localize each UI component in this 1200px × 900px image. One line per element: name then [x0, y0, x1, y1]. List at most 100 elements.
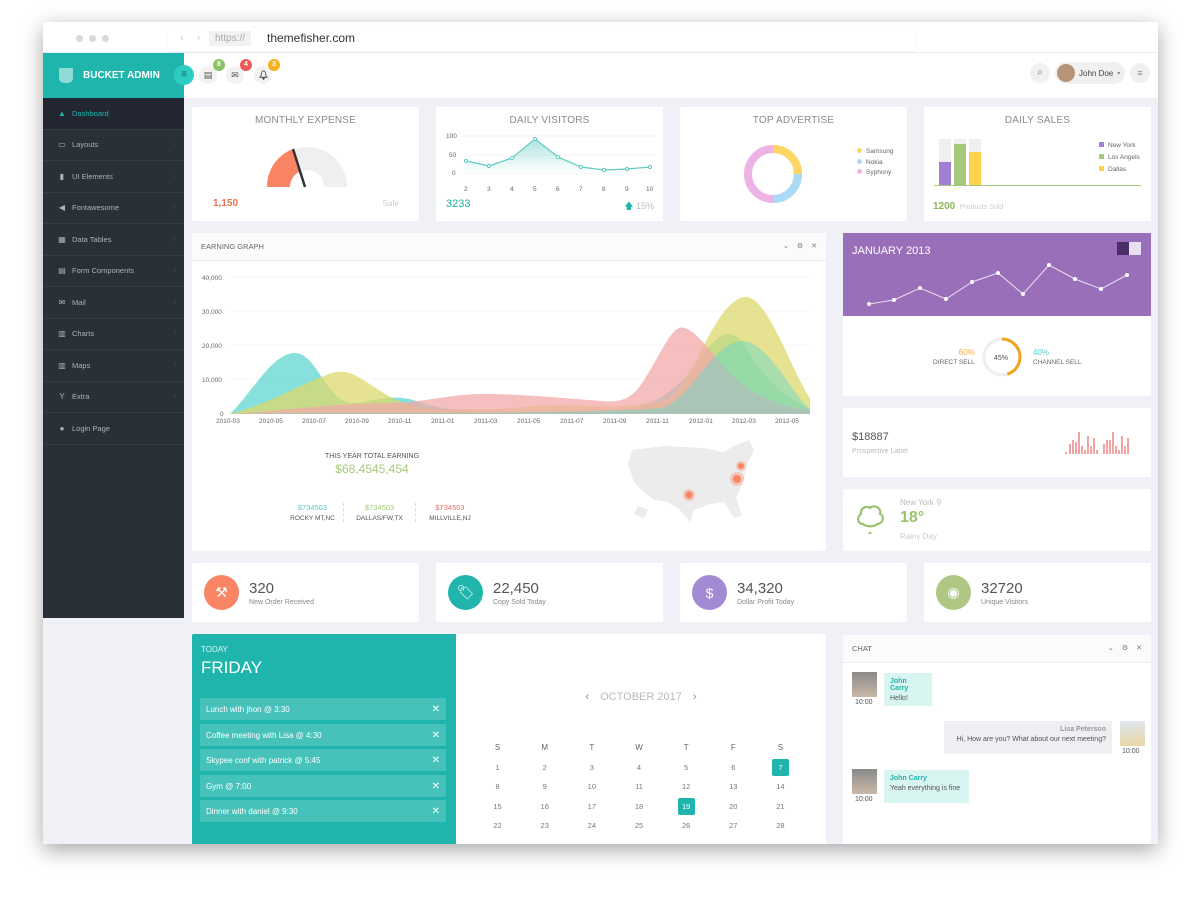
- calendar-day[interactable]: 27: [729, 821, 738, 831]
- usa-map[interactable]: [624, 438, 764, 528]
- calendar-day[interactable]: 25: [634, 821, 644, 831]
- calendar-day[interactable]: 6: [731, 762, 736, 772]
- remove-icon[interactable]: ✕: [431, 729, 440, 741]
- collapse-icon[interactable]: ⌄: [1107, 645, 1114, 652]
- panel-title: CHAT: [852, 644, 872, 653]
- brand[interactable]: BUCKET ADMIN: [43, 53, 184, 98]
- chart-type-switch[interactable]: [1117, 242, 1141, 255]
- svg-text:6: 6: [556, 186, 560, 193]
- calendar-day[interactable]: 3: [589, 762, 594, 772]
- calendar-day[interactable]: 21: [776, 801, 785, 811]
- bar-chart-icon[interactable]: [1129, 242, 1141, 255]
- stat-card-profit: $34,320 Dollar Profit Today: [680, 563, 907, 622]
- calendar-day[interactable]: 17: [587, 801, 597, 811]
- mail-button[interactable]: ✉ 4: [226, 59, 252, 84]
- svg-text:2011-03: 2011-03: [474, 418, 498, 425]
- envelope-icon: ✉: [58, 297, 66, 307]
- sidebar-item-mail[interactable]: ✉ Mail ›: [43, 287, 184, 319]
- task-item[interactable]: Dinner with daniel @ 9:30 ✕: [200, 800, 446, 822]
- calendar-day[interactable]: 4: [636, 762, 642, 772]
- sales-total: 1200 Products Sold: [933, 196, 1003, 214]
- next-month-button[interactable]: ›: [692, 691, 697, 703]
- tasks-button[interactable]: ▤ 8: [199, 59, 225, 84]
- sidebar-item-login-page[interactable]: ● Login Page: [43, 413, 184, 445]
- url-text[interactable]: themefisher.com: [267, 31, 356, 45]
- sidebar-item-dashboard[interactable]: ▲ Dashboard: [43, 98, 184, 130]
- remove-icon[interactable]: ✕: [431, 703, 440, 715]
- calendar-day-selected[interactable]: 7: [757, 758, 804, 778]
- user-menu[interactable]: John Doe ▾: [1055, 62, 1125, 84]
- nav-arrows[interactable]: ‹ ›: [180, 32, 206, 44]
- calendar-day[interactable]: 16: [540, 801, 549, 811]
- sidebar-item-maps[interactable]: ▥ Maps ›: [43, 350, 184, 382]
- stat-card-visitors: ◉ 32720 Unique Visitors: [924, 563, 1151, 622]
- close-icon[interactable]: ✕: [1136, 645, 1142, 652]
- window-dot[interactable]: [102, 35, 109, 42]
- sidebar-item-extra[interactable]: Y Extra ›: [43, 382, 184, 413]
- sidebar-item-fontawesome[interactable]: ◀ Fontawesome ›: [43, 193, 184, 224]
- window-dot[interactable]: [76, 35, 83, 42]
- calendar-day[interactable]: 5: [684, 762, 689, 772]
- remove-icon[interactable]: ✕: [431, 780, 440, 792]
- line-chart-icon[interactable]: [1117, 242, 1129, 255]
- calendar-day[interactable]: 28: [776, 821, 785, 831]
- window-dot[interactable]: [89, 35, 96, 42]
- sidebar-toggle-button[interactable]: ≡: [174, 65, 194, 85]
- calendar-day[interactable]: 23: [540, 821, 549, 831]
- sidebar-item-charts[interactable]: ▥ Charts ›: [43, 319, 184, 350]
- prospective-card: $18887 Prospective Label: [843, 408, 1151, 477]
- sales-total-value: 1200: [933, 201, 956, 212]
- sidebar-item-label: Mail: [72, 297, 86, 307]
- calendar-day[interactable]: 13: [729, 782, 738, 792]
- sidebar-item-form-components[interactable]: ▤ Form Components ›: [43, 256, 184, 287]
- stat-label: Dollar Profit Today: [737, 598, 795, 606]
- calendar-day[interactable]: 18: [634, 801, 644, 811]
- calendar-day[interactable]: 9: [542, 782, 547, 792]
- remove-icon[interactable]: ✕: [431, 754, 440, 766]
- task-item[interactable]: Coffee meeting with Lisa @ 4:30 ✕: [200, 724, 446, 746]
- january-card: JANUARY 2013 60% DIRECT SELL 45% 40% CHA…: [843, 233, 1151, 396]
- calendar-day[interactable]: 20: [729, 801, 738, 811]
- calendar-day[interactable]: 24: [587, 821, 597, 831]
- sidebar-item-label: Dashboard: [72, 108, 109, 118]
- calendar-day-selected[interactable]: 19: [663, 797, 710, 817]
- calendar-day[interactable]: 1: [495, 762, 500, 772]
- collapse-icon[interactable]: ⌄: [782, 243, 789, 250]
- calendar-day[interactable]: 2: [542, 762, 547, 772]
- calendar-day[interactable]: 14: [776, 782, 785, 792]
- prev-month-button[interactable]: ‹: [585, 691, 590, 703]
- sidebar-item-data-tables[interactable]: ▦ Data Tables ›: [43, 224, 184, 256]
- sidebar-item-layouts[interactable]: ▭ Layouts ›: [43, 130, 184, 161]
- gear-icon[interactable]: ⚙: [796, 243, 804, 250]
- calendar-day[interactable]: 11: [635, 782, 643, 792]
- close-icon[interactable]: ✕: [811, 243, 817, 250]
- calendar-day[interactable]: 15: [493, 801, 502, 811]
- sidebar-item-ui-elements[interactable]: ▮ UI Elements ›: [43, 161, 184, 193]
- calendar-day[interactable]: 10: [587, 782, 597, 792]
- svg-text:5: 5: [533, 186, 537, 193]
- url-protocol: https://: [209, 31, 252, 46]
- total-earning-value: $68,4545,454: [335, 462, 409, 476]
- gear-icon[interactable]: ⚙: [1121, 645, 1129, 652]
- calendar-day[interactable]: 12: [681, 782, 691, 792]
- task-item[interactable]: Gym @ 7:00 ✕: [200, 775, 446, 797]
- panel-title: EARNING GRAPH: [201, 242, 264, 251]
- address-bar[interactable]: ‹ › https:// themefisher.com: [168, 27, 916, 51]
- remove-icon[interactable]: ✕: [431, 805, 440, 817]
- task-item[interactable]: Skypee conf with patrick @ 5:45 ✕: [200, 749, 446, 771]
- visitors-change: 🡅 15%: [624, 199, 654, 215]
- calendar-day[interactable]: 8: [495, 782, 500, 792]
- search-button[interactable]: ⌕: [1030, 63, 1050, 83]
- daily-visitors-chart: 100 50 0 2 3 4 5 6 7 8 9 10: [446, 133, 656, 193]
- notifications-button[interactable]: 3: [254, 59, 280, 84]
- svg-text:9: 9: [625, 186, 629, 193]
- task-item[interactable]: Lunch with jhon @ 3:30 ✕: [200, 698, 446, 720]
- calendar-day[interactable]: 22: [493, 821, 502, 831]
- sidebar-item-label: Maps: [72, 360, 91, 370]
- svg-text:2011-01: 2011-01: [431, 418, 455, 425]
- calendar-day[interactable]: 26: [681, 821, 691, 831]
- sidebar-item-label: Fontawesome: [72, 203, 120, 213]
- location-earnings: $734503 ROCKY MT,NC $734503 DALLAS/FW,TX $…: [282, 503, 484, 522]
- svg-text:2010-05: 2010-05: [259, 418, 283, 425]
- menu-button[interactable]: ≡: [1130, 63, 1150, 83]
